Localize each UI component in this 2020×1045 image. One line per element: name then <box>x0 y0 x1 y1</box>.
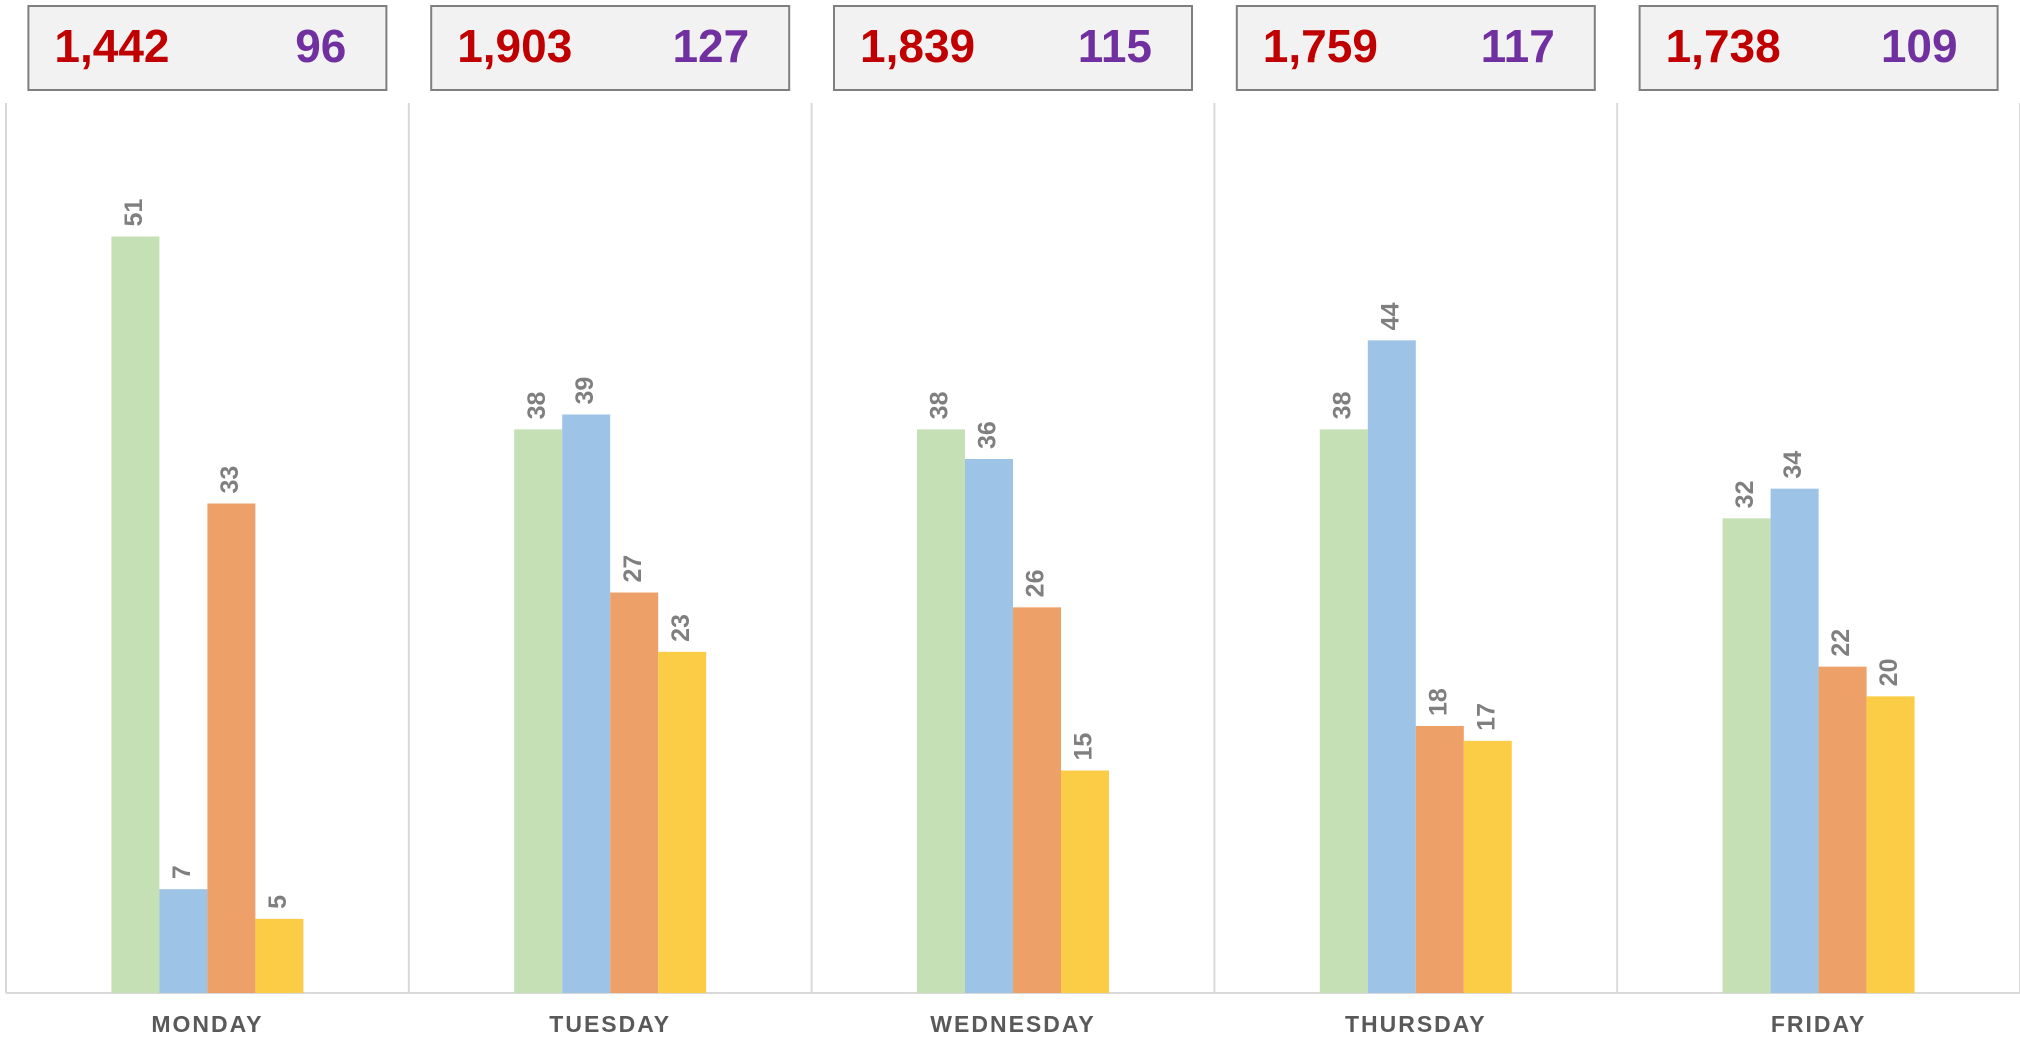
primary-total: 1,442 <box>54 20 169 72</box>
data-label: 38 <box>926 391 954 419</box>
x-tick-label: THURSDAY <box>1345 1011 1487 1037</box>
bar <box>917 429 965 993</box>
data-label: 18 <box>1424 688 1452 716</box>
data-label: 44 <box>1376 302 1404 330</box>
data-label: 32 <box>1731 481 1759 509</box>
bar <box>1013 607 1061 993</box>
data-label: 7 <box>168 865 196 879</box>
bar <box>207 503 256 993</box>
data-label: 20 <box>1875 659 1903 687</box>
data-label: 22 <box>1827 629 1855 657</box>
x-tick-label: FRIDAY <box>1771 1011 1867 1037</box>
secondary-total: 127 <box>672 20 749 72</box>
bar <box>1722 518 1771 993</box>
data-label: 38 <box>1328 391 1356 419</box>
bar <box>514 429 563 993</box>
data-label: 23 <box>667 614 695 642</box>
primary-total: 1,738 <box>1666 20 1781 72</box>
summary-box <box>27 5 388 91</box>
bar <box>159 889 208 993</box>
summary-box <box>1638 5 1999 91</box>
data-label: 38 <box>523 391 551 419</box>
bar <box>1061 770 1109 993</box>
data-label: 26 <box>1022 570 1050 598</box>
bar <box>965 459 1013 993</box>
secondary-total: 109 <box>1881 20 1958 72</box>
bar <box>1463 740 1512 993</box>
bar <box>1866 696 1915 993</box>
x-tick-label: TUESDAY <box>549 1011 671 1037</box>
summary-box <box>430 5 791 91</box>
data-label: 36 <box>974 421 1002 449</box>
secondary-total: 96 <box>295 20 346 72</box>
bar <box>610 592 659 993</box>
bar <box>1319 429 1368 993</box>
bar <box>1415 726 1464 993</box>
secondary-total: 115 <box>1078 20 1152 72</box>
bar <box>111 236 160 993</box>
summary-box <box>833 5 1193 91</box>
data-label: 34 <box>1779 451 1807 479</box>
x-tick-label: MONDAY <box>151 1011 263 1037</box>
data-label: 51 <box>120 199 148 227</box>
data-label: 39 <box>571 377 599 405</box>
data-label: 27 <box>619 555 647 583</box>
x-tick-label: WEDNESDAY <box>930 1011 1095 1037</box>
secondary-total: 117 <box>1481 20 1555 72</box>
bar <box>1770 488 1819 993</box>
primary-total: 1,839 <box>860 20 975 72</box>
bar <box>1367 340 1416 993</box>
summary-box <box>1235 5 1596 91</box>
data-label: 17 <box>1472 703 1500 731</box>
bar <box>658 651 707 993</box>
bar <box>255 918 304 993</box>
data-label: 5 <box>264 895 292 909</box>
data-label: 33 <box>216 466 244 494</box>
primary-total: 1,759 <box>1263 20 1378 72</box>
data-label: 15 <box>1070 733 1098 761</box>
primary-total: 1,903 <box>457 20 572 72</box>
bar <box>1818 666 1867 993</box>
bar <box>562 414 611 993</box>
